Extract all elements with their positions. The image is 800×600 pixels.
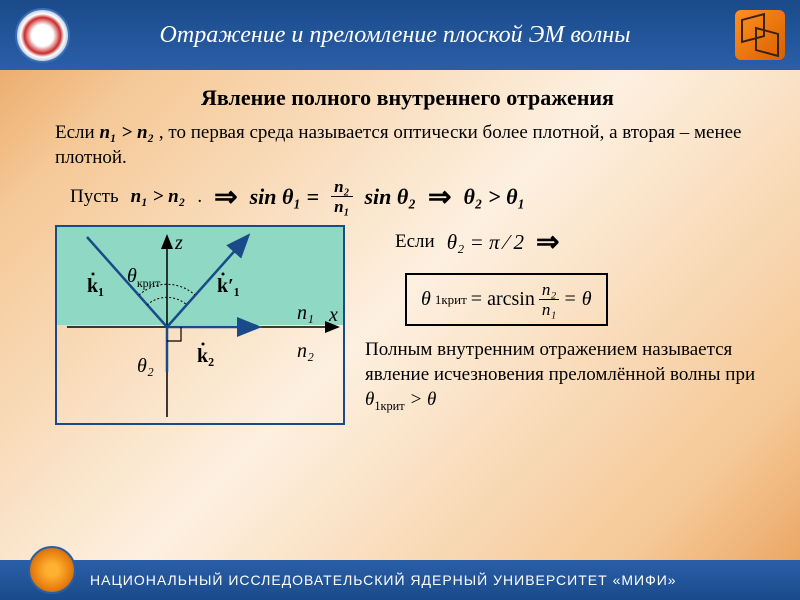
equation-line: Пусть n₁ > n₂ . ⇒ sin θ₁ = n₂ n₁ sin θ₂ …: [70, 178, 760, 215]
svg-text:k′₁: k′₁: [217, 275, 240, 297]
para1-cond: n₁ > n₂: [99, 122, 154, 143]
footer-logo-icon: [28, 546, 76, 594]
ray-diagram: z x n₁ n₂ k₁ k′₁ k₂ θкрит θ₂: [55, 225, 345, 425]
footer-text: НАЦИОНАЛЬНЫЙ ИССЛЕДОВАТЕЛЬСКИЙ ЯДЕРНЫЙ У…: [90, 572, 677, 588]
boxed-mid: = arcsin: [471, 288, 535, 311]
header: Отражение и преломление плоской ЭМ волны: [0, 0, 800, 70]
svg-text:k₂: k₂: [197, 345, 214, 367]
boxed-frac: n₂ n₁: [539, 281, 559, 318]
eq-rhs: sin θ₂: [365, 184, 417, 210]
svg-text:z: z: [174, 232, 183, 254]
arrow-icon: ⇒: [214, 180, 237, 214]
tir-theta-sub: 1крит: [374, 399, 404, 413]
eq-result: θ₂ > θ₁: [463, 184, 525, 210]
lower-row: zxn₁n₂k₁k′₁k₂θкритθ₂ Если θ₂ = π ⁄ 2 ⇒ θ…: [55, 225, 760, 425]
para1-a: Если: [55, 122, 99, 143]
svg-text:θ₂: θ₂: [137, 355, 154, 377]
boxed-theta: θ: [421, 288, 431, 311]
theta2-cond: θ₂ = π ⁄ 2: [447, 230, 524, 255]
let-dot: .: [197, 186, 202, 208]
eq-fraction: n₂ n₁: [331, 178, 352, 215]
university-logo-icon: [15, 8, 70, 63]
tir-text-body: Полным внутренним отражением называется …: [365, 339, 755, 385]
eq-lhs: sin θ₁ =: [250, 184, 320, 210]
frac-num: n₂: [331, 178, 352, 197]
boxed-den: n₁: [542, 300, 556, 318]
tir-gt: > θ: [409, 389, 436, 410]
arrow3-icon: ⇒: [536, 225, 559, 259]
let-label: Пусть: [70, 186, 119, 208]
tir-theta: θ: [365, 389, 374, 410]
boxed-sub: 1крит: [435, 292, 467, 308]
right-column: Если θ₂ = π ⁄ 2 ⇒ θ1крит = arcsin n₂ n₁ …: [365, 225, 760, 413]
svg-text:θкрит: θкрит: [127, 265, 161, 290]
frac-den: n₁: [334, 197, 349, 215]
arrow2-icon: ⇒: [428, 180, 451, 214]
if-label: Если: [395, 231, 435, 253]
page-title: Отражение и преломление плоской ЭМ волны: [95, 22, 735, 49]
boxed-num: n₂: [539, 281, 559, 300]
let-cond: n₁ > n₂: [131, 186, 186, 208]
cube-logo-icon: [735, 10, 785, 60]
tir-definition: Полным внутренним отражением называется …: [365, 338, 760, 413]
diagram-svg: z x n₁ n₂ k₁ k′₁ k₂ θкрит θ₂: [57, 227, 347, 427]
subtitle: Явление полного внутреннего отражения: [55, 85, 760, 111]
paragraph-density: Если n₁ > n₂ , то первая среда называетс…: [55, 121, 760, 170]
critical-condition: Если θ₂ = π ⁄ 2 ⇒: [395, 225, 760, 259]
svg-text:n₂: n₂: [297, 340, 314, 362]
para1-b: , то первая среда называется оптически б…: [55, 122, 741, 168]
svg-text:k₁: k₁: [87, 275, 104, 297]
content-area: Явление полного внутреннего отражения Ес…: [0, 70, 800, 435]
boxed-rhs: = θ: [563, 288, 591, 311]
svg-text:n₁: n₁: [297, 302, 314, 324]
svg-text:x: x: [328, 304, 338, 326]
critical-angle-formula: θ1крит = arcsin n₂ n₁ = θ: [405, 273, 608, 326]
footer: НАЦИОНАЛЬНЫЙ ИССЛЕДОВАТЕЛЬСКИЙ ЯДЕРНЫЙ У…: [0, 560, 800, 600]
